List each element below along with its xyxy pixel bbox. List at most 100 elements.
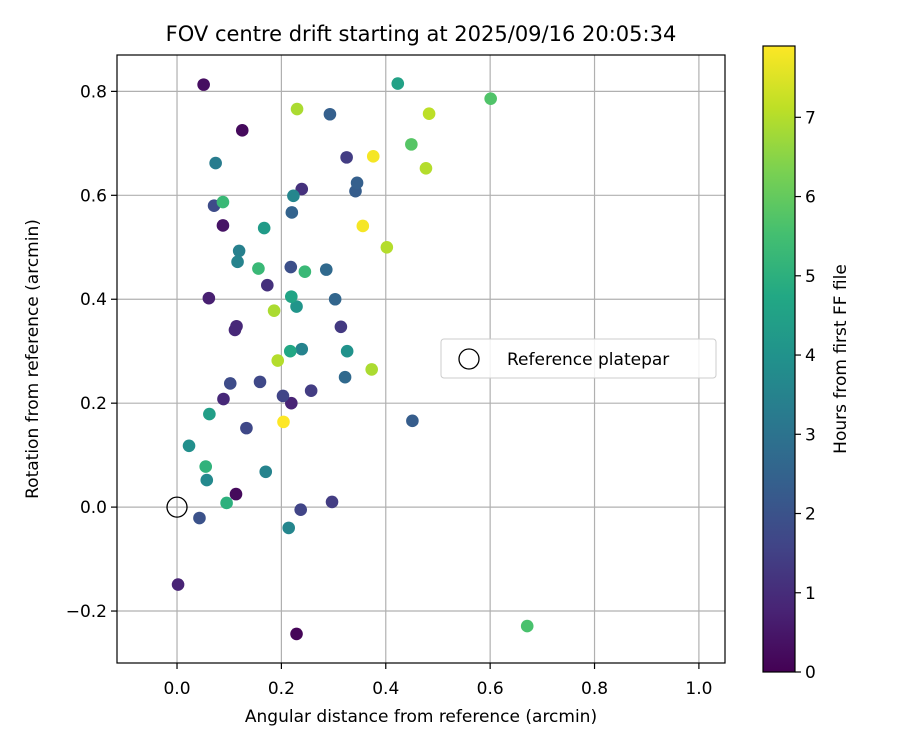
data-point (406, 414, 419, 428)
colorbar-tick-label: 0 (805, 663, 816, 683)
data-point (284, 260, 298, 274)
data-point (231, 255, 244, 269)
data-point (391, 77, 405, 90)
x-tick-label: 0.8 (581, 679, 608, 699)
colorbar-tick-label: 1 (805, 584, 816, 604)
y-tick-label: 0.8 (80, 82, 107, 102)
data-point (298, 265, 312, 278)
data-point (350, 176, 364, 190)
y-tick-label: 0.6 (80, 186, 107, 206)
data-point (252, 262, 265, 275)
colorbar-tick-label: 7 (805, 108, 816, 128)
data-point (285, 290, 298, 303)
data-point (229, 487, 243, 501)
colorbar-gradient (763, 46, 795, 672)
data-point (282, 521, 296, 535)
data-point (380, 240, 394, 254)
legend: Reference platepar (440, 338, 717, 379)
data-point (259, 465, 273, 479)
data-point (405, 138, 418, 151)
data-point (223, 377, 237, 390)
data-point (203, 407, 216, 421)
data-point (276, 389, 290, 403)
data-point (334, 320, 348, 334)
data-point (216, 219, 230, 232)
reference-marker-group (166, 496, 188, 518)
data-point (283, 344, 297, 358)
data-point (366, 150, 380, 163)
x-tick-label: 1.0 (685, 679, 712, 699)
data-point (338, 370, 352, 384)
data-point (290, 300, 303, 313)
colorbar-frame (762, 45, 796, 673)
data-point (257, 221, 271, 235)
colorbar-ticks: 0 1 2 3 4 5 6 7 (795, 108, 816, 683)
x-axis-ticks: 0.0 0.2 0.4 0.6 0.8 1.0 (163, 663, 712, 699)
data-point (325, 495, 339, 509)
data-point (253, 375, 267, 389)
data-point (217, 392, 230, 406)
colorbar-tick-label: 4 (805, 346, 816, 366)
data-point (171, 578, 185, 591)
legend-hollow-circle-marker (458, 348, 480, 370)
data-point (520, 619, 534, 633)
data-point (200, 473, 214, 487)
y-axis-ticks: −0.2 0.0 0.2 0.4 0.6 0.8 (66, 82, 117, 622)
x-axis-label: Angular distance from reference (arcmin) (245, 707, 597, 727)
data-point (304, 384, 318, 397)
chart-title: FOV centre drift starting at 2025/09/16 … (166, 22, 677, 46)
y-tick-label: 0.0 (80, 498, 107, 518)
data-point (240, 421, 253, 435)
data-point (422, 107, 436, 121)
y-tick-label: 0.2 (80, 394, 107, 414)
x-tick-label: 0.4 (372, 679, 399, 699)
data-point (228, 323, 242, 337)
colorbar-tick-label: 6 (805, 188, 816, 208)
data-point (365, 363, 378, 376)
legend-label-reference-platepar: Reference platepar (507, 350, 669, 370)
data-point (290, 102, 304, 116)
data-point (340, 151, 353, 164)
data-point (220, 496, 233, 510)
legend-box (440, 338, 717, 379)
reference-platepar-marker (166, 496, 188, 518)
data-point (484, 92, 497, 105)
x-tick-label: 0.2 (268, 679, 295, 699)
y-tick-label: −0.2 (66, 602, 107, 622)
data-point (319, 263, 333, 276)
y-axis-label: Rotation from reference (arcmin) (23, 219, 43, 499)
colorbar-tick-label: 2 (805, 505, 816, 525)
plot-area-frame (116, 54, 726, 664)
data-point (356, 219, 370, 233)
data-point (261, 278, 274, 292)
data-point (235, 124, 249, 137)
x-tick-label: 0.6 (477, 679, 504, 699)
data-point (285, 206, 299, 219)
data-point (290, 627, 303, 641)
data-point (285, 396, 298, 410)
data-point (323, 107, 337, 121)
data-point (232, 244, 246, 258)
data-point (277, 415, 290, 429)
colorbar-tick-label: 5 (805, 267, 816, 287)
data-point (419, 161, 433, 175)
data-point (340, 344, 354, 358)
data-point (199, 460, 213, 473)
data-point (328, 292, 342, 306)
data-point (209, 156, 222, 170)
colorbar-label: Hours from first FF file (831, 264, 851, 454)
data-point (271, 354, 285, 367)
data-point (287, 189, 300, 203)
y-tick-label: 0.4 (80, 290, 107, 310)
data-point (202, 291, 216, 305)
data-point (267, 304, 281, 317)
scatter-points (171, 77, 534, 641)
data-point (216, 195, 230, 209)
data-point (294, 503, 308, 517)
data-point (197, 78, 210, 91)
data-point (295, 342, 309, 356)
x-tick-label: 0.0 (163, 679, 190, 699)
data-point (295, 182, 309, 196)
colorbar-tick-label: 3 (805, 425, 816, 445)
